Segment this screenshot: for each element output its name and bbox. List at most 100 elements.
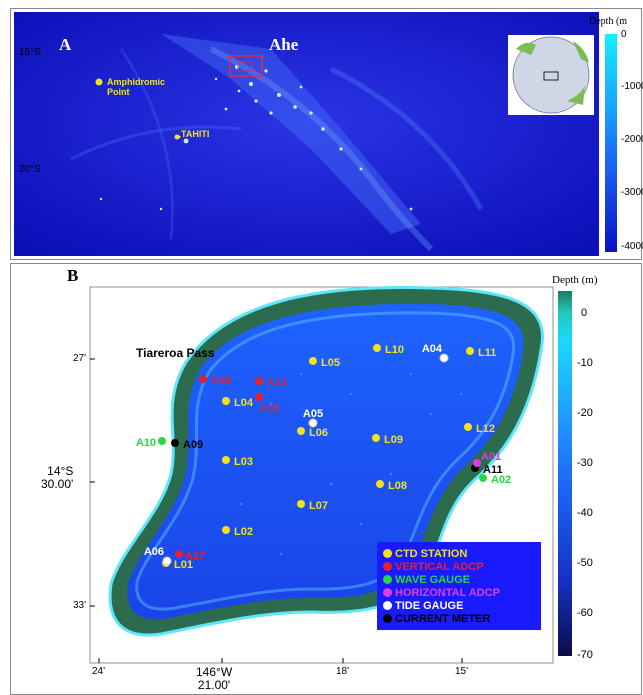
amphidromic-point-label: Amphidromic Point (107, 77, 166, 97)
legend-label: CTD STATION (395, 547, 468, 560)
colorbar-a-title: Depth (m (589, 16, 628, 27)
atoll-lagoon (127, 303, 524, 620)
lat-tick-30: 14°S 30.00' (41, 464, 74, 491)
colorbar-a-tick-2000: -2000 (621, 134, 643, 145)
atoll-bathymetry-map: L01 L02 L03 L04 L05 L06 L07 L08 L09 L10 L11 L12 A04 A… (89, 286, 554, 664)
station-label-a06: A06 (144, 546, 164, 558)
station-label-l07: L07 (309, 500, 328, 512)
colorbar-b-gradient (558, 291, 572, 656)
station-label-a10: A10 (136, 437, 156, 449)
station-label-a08: A08 (211, 375, 231, 387)
station-marker-l10 (373, 344, 381, 352)
legend-label: TIDE GAUGE (395, 599, 464, 612)
colorbar-b-title: Depth (m) (552, 274, 598, 286)
station-label-a02: A02 (491, 474, 511, 486)
station-marker-l06 (297, 427, 305, 435)
lon-tick-15: 15' (455, 666, 469, 677)
station-markers: L01 L02 L03 L04 L05 L06 L07 L08 L09 L10 L11 L12 A04 A… (136, 343, 511, 571)
legend-swatch (383, 588, 392, 597)
station-label-l05: L05 (321, 357, 340, 369)
station-label-l06: L06 (309, 427, 328, 439)
station-marker-a01 (473, 459, 481, 467)
legend-swatch (383, 601, 392, 610)
lat-tick-20s: 20°S (19, 164, 41, 175)
colorbar-a-gradient (605, 34, 617, 252)
legend-item-vertical-adcp: VERTICAL ADCP (383, 560, 500, 573)
station-marker-a09 (171, 439, 179, 447)
legend-swatch (383, 562, 392, 571)
legend-item-current-meter: CURRENT METER (383, 612, 500, 625)
station-label-a13: A13 (267, 377, 287, 389)
panel-a-label: A (59, 35, 72, 54)
panel-b-label: B (67, 266, 79, 285)
station-label-a05: A05 (303, 408, 323, 420)
legend-label: CURRENT METER (395, 612, 491, 625)
station-label-l03: L03 (234, 456, 253, 468)
station-label-a04: A04 (422, 343, 443, 355)
station-label-l10: L10 (385, 344, 404, 356)
lon-tick-18: 18' (336, 666, 350, 677)
station-label-l02: L02 (234, 526, 253, 538)
legend-swatch (383, 549, 392, 558)
station-marker-l02 (222, 526, 230, 534)
colorbar-a-tick-0: 0 (621, 29, 627, 40)
station-marker-l08 (376, 480, 384, 488)
lon-tick-24: 24' (92, 666, 106, 677)
tiareroa-pass-label: Tiareroa Pass (136, 346, 215, 360)
station-label-l11: L11 (478, 347, 496, 359)
legend-swatch (383, 614, 392, 623)
panel-b-atoll-map: L01 L02 L03 L04 L05 L06 L07 L08 L09 L10 L11 L12 A04 A… (10, 263, 642, 695)
station-marker-a13 (255, 377, 263, 385)
amphidromic-point-marker (95, 78, 103, 86)
station-marker-l09 (372, 434, 380, 442)
tahiti-label: TAHITI (181, 129, 210, 139)
station-marker-a15 (255, 393, 263, 401)
station-marker-a02 (479, 474, 487, 482)
colorbar-a-tick-4000: -4000 (621, 241, 643, 252)
locator-globe-inset (508, 35, 594, 115)
legend-item-horizontal-adcp: HORIZONTAL ADCP (383, 586, 500, 599)
colorbar-a-tick-1000: -1000 (621, 81, 643, 92)
station-marker-a08 (199, 375, 207, 383)
station-label-l04: L04 (234, 397, 254, 409)
colorbar-b-tick-0: 0 (581, 307, 588, 319)
colorbar-b-tick-10: -10 (577, 357, 593, 369)
legend-label: HORIZONTAL ADCP (395, 586, 500, 599)
station-label-a15: A15 (259, 403, 279, 415)
station-marker-l12 (464, 423, 472, 431)
site-name-ahe: Ahe (269, 35, 299, 54)
station-marker-l03 (222, 456, 230, 464)
regional-bathymetry-map (14, 12, 599, 256)
station-marker-l05 (309, 357, 317, 365)
legend-item-tide-gauge: TIDE GAUGE (383, 599, 500, 612)
legend-item-ctd-station: CTD STATION (383, 547, 500, 560)
panel-a-regional-map: A Ahe Amphidromic Point TAHITI 15°S 20°S… (10, 8, 643, 260)
lat-tick-15s: 15°S (19, 47, 41, 58)
station-label-a11: A11 (483, 464, 503, 476)
station-marker-a06 (162, 556, 172, 566)
station-marker-l11 (466, 347, 474, 355)
colorbar-b-tick-20: -20 (577, 407, 593, 419)
station-marker-l07 (297, 500, 305, 508)
station-label-a17: A17 (185, 550, 205, 562)
tahiti-marker (174, 134, 180, 140)
legend-item-wave-gauge: WAVE GAUGE (383, 573, 500, 586)
station-label-l09: L09 (384, 434, 403, 446)
legend-label: WAVE GAUGE (395, 573, 470, 586)
station-marker-a04 (439, 353, 449, 363)
colorbar-b-tick-50: -50 (577, 557, 593, 569)
legend-label: VERTICAL ADCP (395, 560, 484, 573)
lon-tick-21: 146°W 21.00' (196, 665, 233, 692)
station-legend: CTD STATION VERTICAL ADCP WAVE GAUGE HORIZO… (377, 542, 541, 630)
station-label-l01: L01 (174, 559, 193, 571)
station-label-a01: A01 (481, 451, 501, 463)
colorbar-b-tick-70: -70 (577, 649, 593, 661)
station-label-l08: L08 (388, 480, 407, 492)
station-marker-l04 (222, 397, 230, 405)
colorbar-a-tick-3000: -3000 (621, 187, 643, 198)
colorbar-b-tick-30: -30 (577, 457, 593, 469)
colorbar-b-tick-40: -40 (577, 507, 593, 519)
station-marker-a10 (158, 437, 166, 445)
lat-tick-33: 33' (73, 600, 87, 611)
legend-swatch (383, 575, 392, 584)
